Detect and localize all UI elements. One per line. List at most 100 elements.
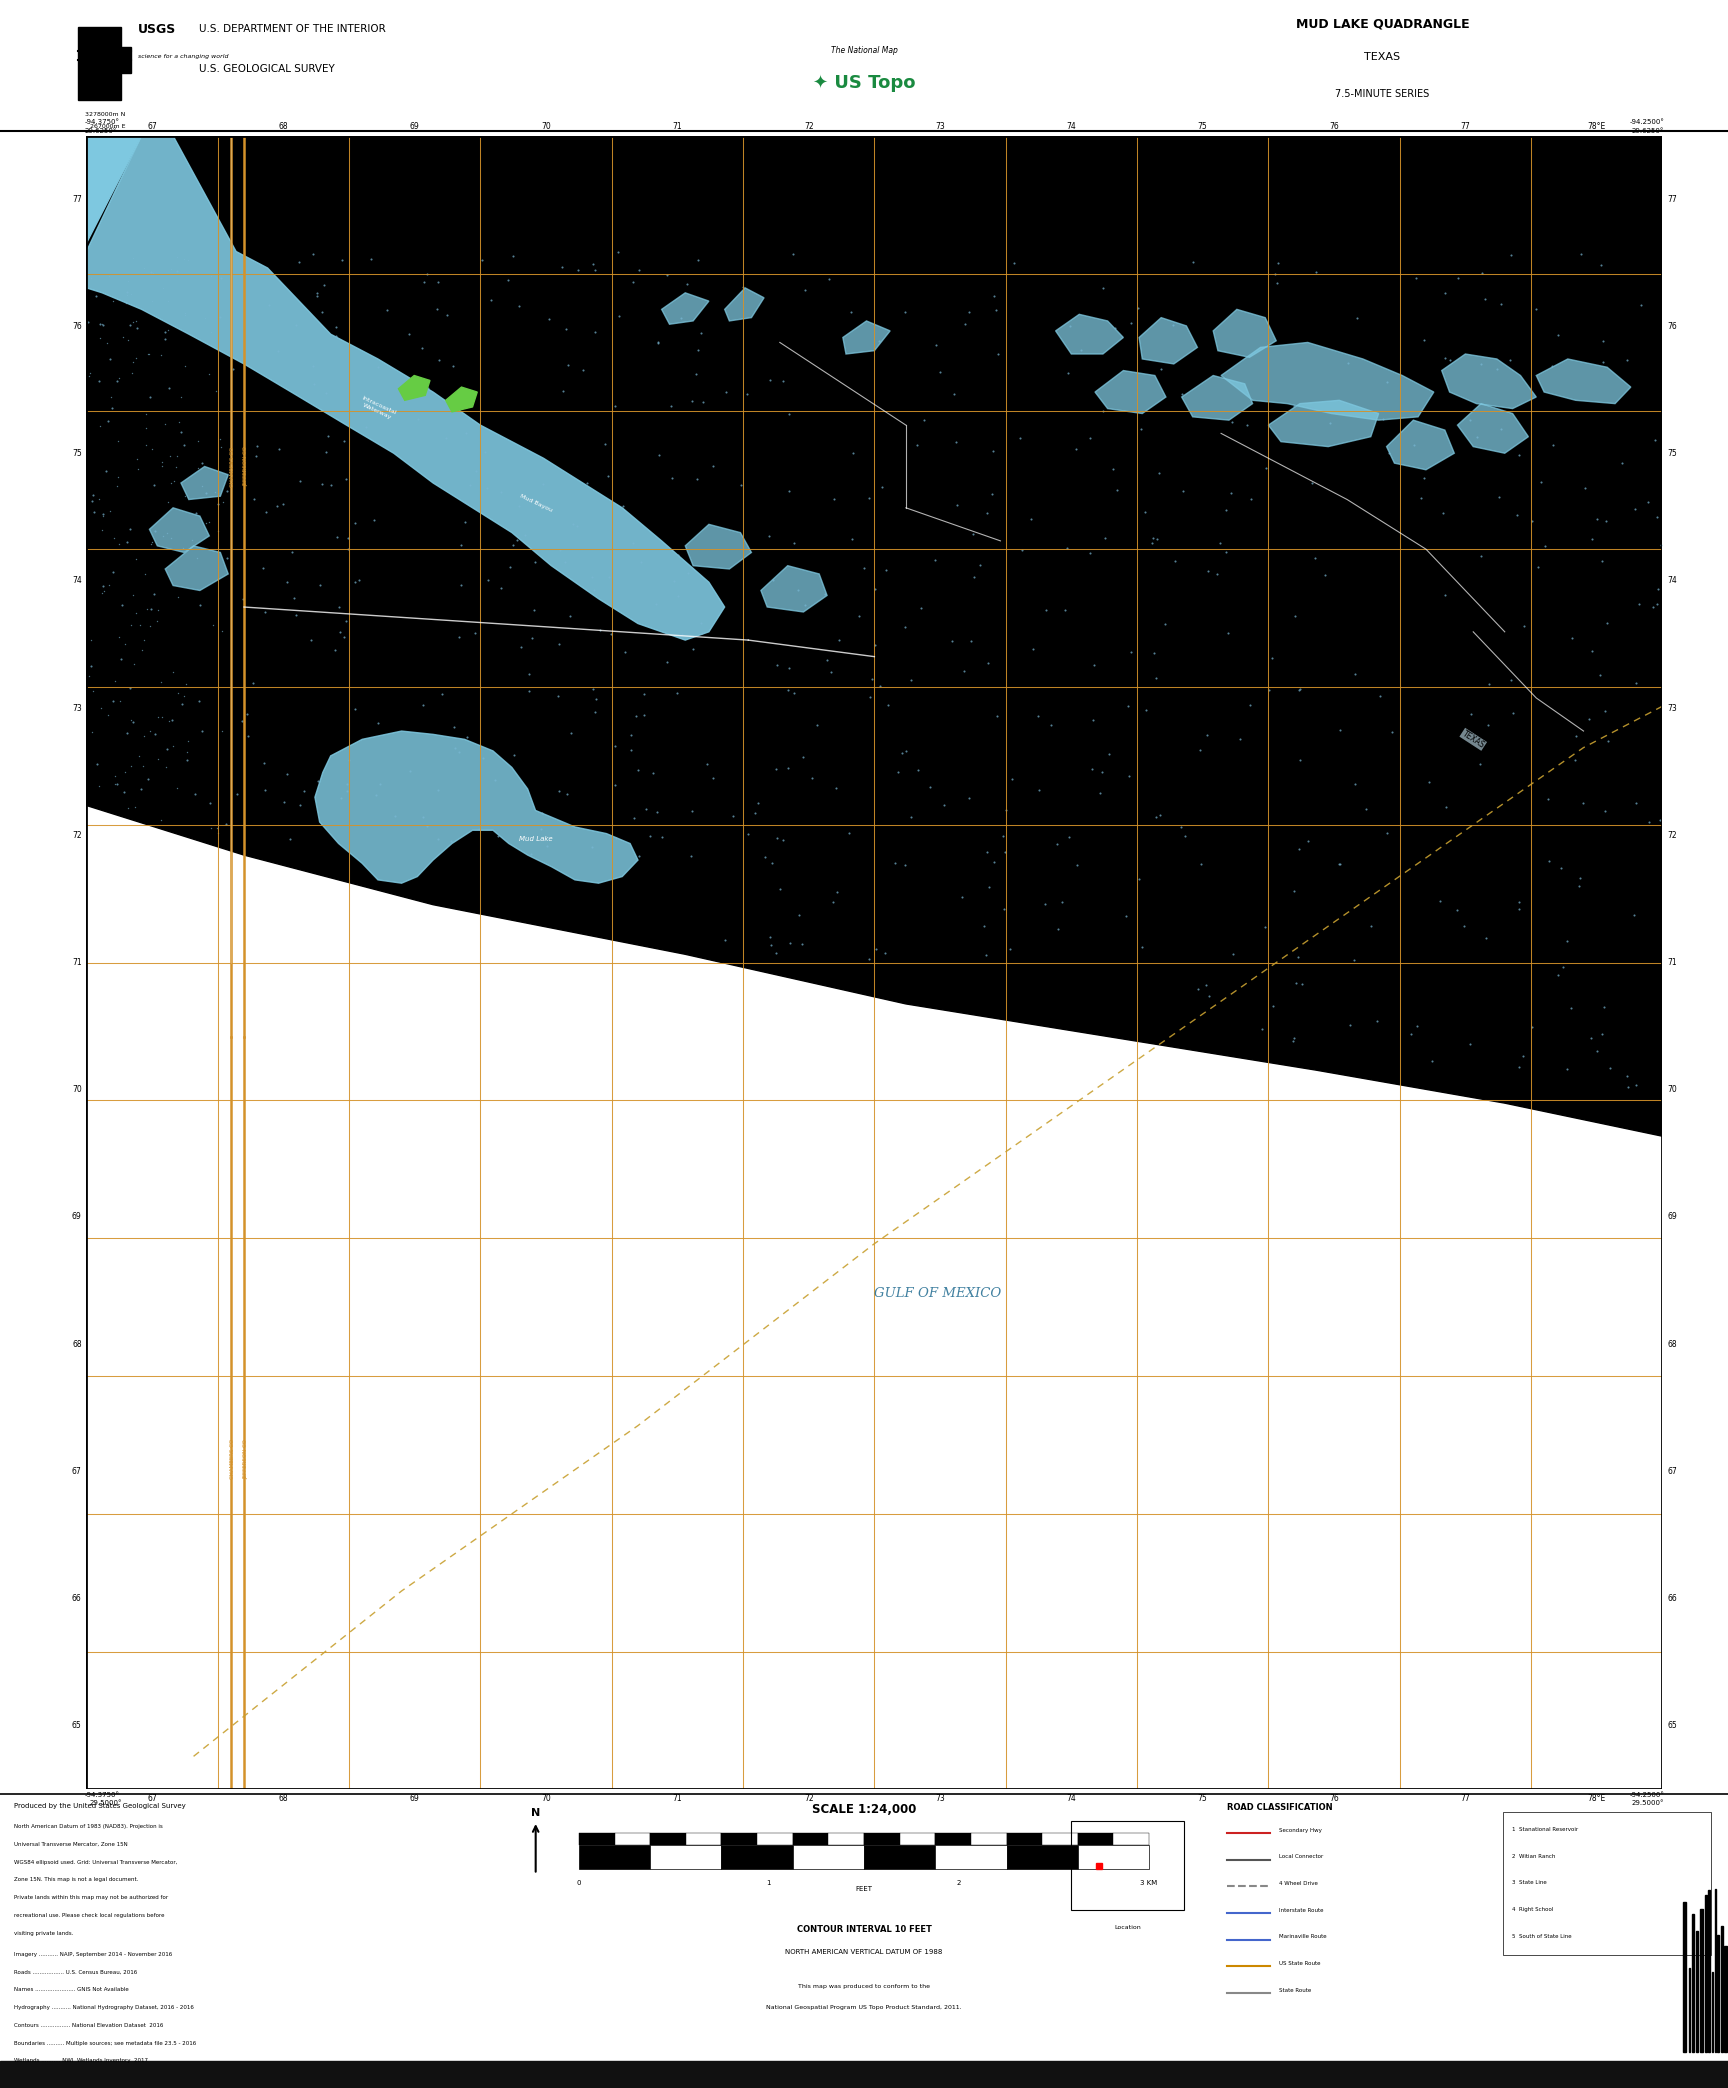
Text: 69: 69 xyxy=(73,1213,81,1221)
Text: Mud Bayou: Mud Bayou xyxy=(518,493,553,512)
Bar xyxy=(1718,1936,1719,2053)
Polygon shape xyxy=(166,545,228,591)
Text: CONTOUR INTERVAL 10 FEET: CONTOUR INTERVAL 10 FEET xyxy=(797,1925,931,1933)
Text: 7.5-MINUTE SERIES: 7.5-MINUTE SERIES xyxy=(1336,88,1429,98)
Text: Produced by the United States Geological Survey: Produced by the United States Geological… xyxy=(14,1804,185,1810)
Polygon shape xyxy=(1441,355,1536,409)
Bar xyxy=(722,1833,757,1846)
Text: NORTH AMERICAN VERTICAL DATUM OF 1988: NORTH AMERICAN VERTICAL DATUM OF 1988 xyxy=(785,1948,943,1954)
Text: 67: 67 xyxy=(73,1468,81,1476)
Text: 76: 76 xyxy=(1329,121,1339,132)
Text: 68: 68 xyxy=(278,1794,289,1804)
Text: 77: 77 xyxy=(73,194,81,205)
Polygon shape xyxy=(1457,403,1528,453)
Bar xyxy=(579,1833,615,1846)
Text: 3  State Line: 3 State Line xyxy=(1512,1881,1547,1885)
Text: North American Datum of 1983 (NAD83). Projection is: North American Datum of 1983 (NAD83). Pr… xyxy=(14,1825,162,1829)
Text: 74: 74 xyxy=(1066,1794,1077,1804)
Text: 73: 73 xyxy=(1668,704,1676,712)
Polygon shape xyxy=(724,288,764,322)
Text: US State Route: US State Route xyxy=(1279,1961,1320,1967)
Text: 4 Wheel Drive: 4 Wheel Drive xyxy=(1279,1881,1317,1885)
Text: 71: 71 xyxy=(73,958,81,967)
Polygon shape xyxy=(86,136,142,242)
Text: 65: 65 xyxy=(1668,1721,1676,1731)
Text: 68: 68 xyxy=(1668,1340,1676,1349)
Text: Secondary Hwy: Secondary Hwy xyxy=(1279,1827,1322,1833)
Bar xyxy=(1725,1946,1726,2053)
Text: GULF OF MEXICO: GULF OF MEXICO xyxy=(874,1286,1001,1301)
Text: 70: 70 xyxy=(541,121,551,132)
Text: 1: 1 xyxy=(767,1881,771,1885)
Polygon shape xyxy=(1386,420,1455,470)
Polygon shape xyxy=(1056,315,1123,355)
Polygon shape xyxy=(1213,309,1277,357)
Text: -94.3750°: -94.3750° xyxy=(85,1792,119,1798)
Text: FEET: FEET xyxy=(855,1885,873,1892)
Text: Mud Lake: Mud Lake xyxy=(518,835,553,841)
Bar xyxy=(615,1833,650,1846)
Polygon shape xyxy=(1268,401,1379,447)
Bar xyxy=(1503,1812,1711,1954)
Polygon shape xyxy=(1182,376,1253,420)
Text: 67: 67 xyxy=(147,121,157,132)
Text: 75: 75 xyxy=(73,449,81,457)
Text: 73: 73 xyxy=(73,704,81,712)
Text: 1  Stanational Reservoir: 1 Stanational Reservoir xyxy=(1512,1827,1578,1831)
Bar xyxy=(1711,1973,1714,2053)
Text: 29.5000°: 29.5000° xyxy=(90,1800,123,1806)
Text: 3278000m N: 3278000m N xyxy=(85,113,124,117)
Text: WGS84 ellipsoid used. Grid: Universal Transverse Mercator,: WGS84 ellipsoid used. Grid: Universal Tr… xyxy=(14,1860,178,1865)
Text: Wetlands ........... NWI  Wetlands Inventory  2017: Wetlands ........... NWI Wetlands Invent… xyxy=(14,2059,149,2063)
Text: 71: 71 xyxy=(672,121,683,132)
Polygon shape xyxy=(86,136,724,641)
Text: 78°E: 78°E xyxy=(1588,1794,1605,1804)
Bar xyxy=(650,1833,686,1846)
Bar xyxy=(1692,1915,1695,2053)
Text: 3 KM: 3 KM xyxy=(1140,1881,1158,1885)
Bar xyxy=(118,46,131,73)
Text: -94.2500°: -94.2500° xyxy=(1630,1792,1664,1798)
Text: -94.2500°: -94.2500° xyxy=(1630,119,1664,125)
Polygon shape xyxy=(1139,317,1198,363)
Text: N: N xyxy=(530,1808,541,1819)
Text: National Geospatial Program US Topo Product Standard, 2011.: National Geospatial Program US Topo Prod… xyxy=(766,2004,962,2011)
Bar xyxy=(900,1833,935,1846)
Text: Roads .................. U.S. Census Bureau, 2016: Roads .................. U.S. Census Bur… xyxy=(14,1969,137,1975)
Text: science for a changing world: science for a changing world xyxy=(138,54,228,58)
Bar xyxy=(1078,1846,1149,1869)
Polygon shape xyxy=(149,507,209,553)
Text: Boundaries .......... Multiple sources; see metadata file 23.5 - 2016: Boundaries .......... Multiple sources; … xyxy=(14,2040,195,2046)
Bar xyxy=(1006,1833,1042,1846)
Text: 29.6250°: 29.6250° xyxy=(85,127,118,134)
Text: Hydrography ........... National Hydrography Dataset, 2016 - 2016: Hydrography ........... National Hydrogr… xyxy=(14,2004,194,2011)
Text: 70: 70 xyxy=(541,1794,551,1804)
Text: Marinaville Route: Marinaville Route xyxy=(1279,1933,1327,1940)
Text: 2: 2 xyxy=(957,1881,961,1885)
Bar xyxy=(1706,1894,1707,2053)
Bar xyxy=(1078,1833,1113,1846)
Text: U.S. DEPARTMENT OF THE INTERIOR: U.S. DEPARTMENT OF THE INTERIOR xyxy=(199,25,385,33)
Polygon shape xyxy=(1096,370,1166,413)
Text: 29.5000°: 29.5000° xyxy=(1631,1800,1664,1806)
Text: 74: 74 xyxy=(73,576,81,585)
Text: 75: 75 xyxy=(1198,121,1208,132)
Text: 65: 65 xyxy=(73,1721,81,1731)
Polygon shape xyxy=(399,376,430,401)
Text: Private lands within this map may not be authorized for: Private lands within this map may not be… xyxy=(14,1896,168,1900)
Text: 0: 0 xyxy=(577,1881,581,1885)
Bar xyxy=(757,1833,793,1846)
Bar xyxy=(1683,1902,1687,2053)
Text: -94.3750°: -94.3750° xyxy=(85,119,119,125)
Text: 5  South of State Line: 5 South of State Line xyxy=(1512,1933,1572,1940)
Bar xyxy=(1700,1908,1704,2053)
Text: 75: 75 xyxy=(1668,449,1676,457)
Text: 71: 71 xyxy=(672,1794,683,1804)
Text: Intracoastal
Waterway: Intracoastal Waterway xyxy=(359,397,397,422)
Bar xyxy=(864,1833,900,1846)
Text: 74: 74 xyxy=(1668,576,1676,585)
Text: Imagery ........... NAIP, September 2014 - November 2016: Imagery ........... NAIP, September 2014… xyxy=(14,1952,173,1956)
Text: MUD LAKE QUADRANGLE: MUD LAKE QUADRANGLE xyxy=(1296,17,1469,31)
Bar xyxy=(1113,1833,1149,1846)
Text: U.S. GEOLOGICAL SURVEY: U.S. GEOLOGICAL SURVEY xyxy=(199,65,335,75)
